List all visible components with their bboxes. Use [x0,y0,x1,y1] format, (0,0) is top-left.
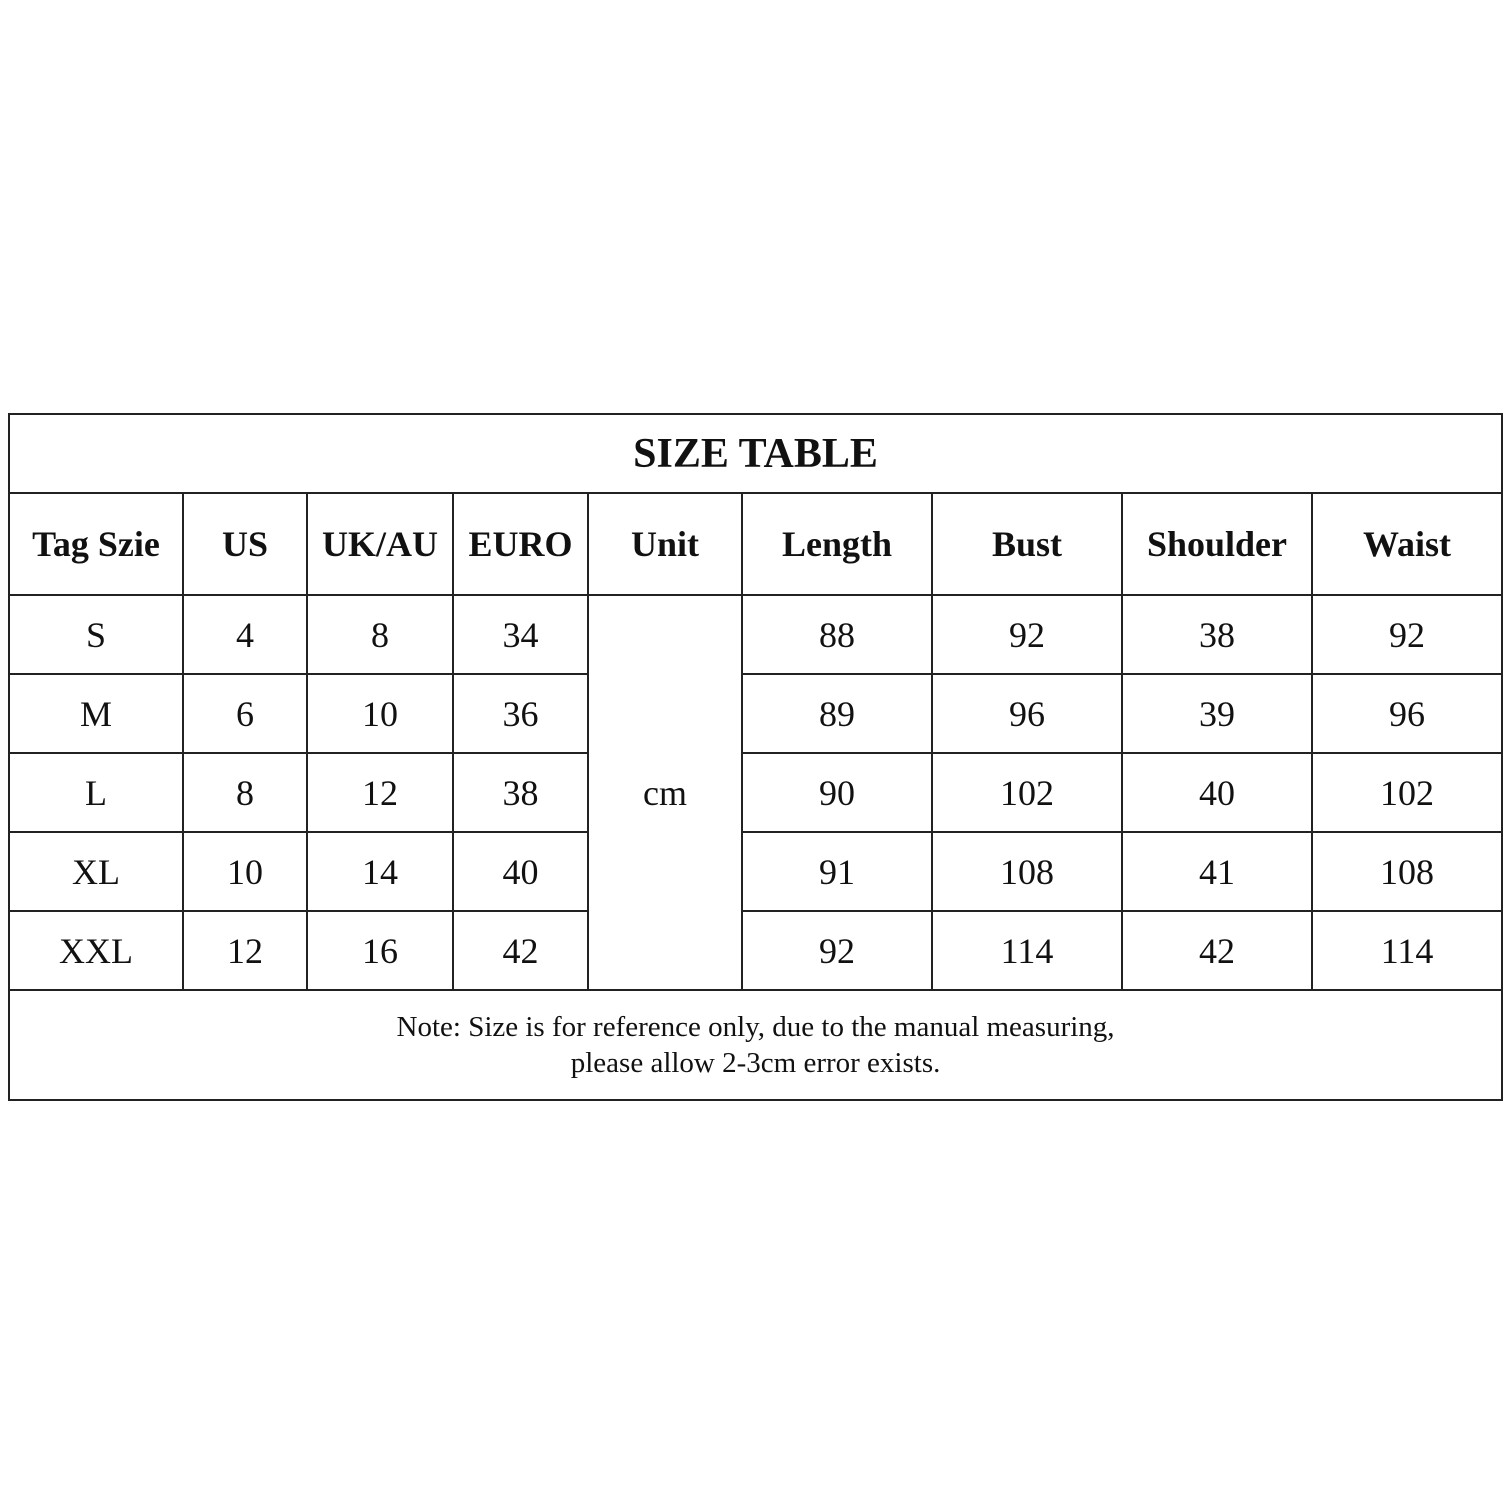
header-unit: Unit [587,492,743,596]
cell-euro: 34 [452,594,589,675]
cell-ukau: 12 [306,752,454,833]
cell-waist: 102 [1310,752,1504,833]
cell-shoulder: 41 [1121,831,1313,912]
cell-length: 92 [741,910,933,991]
header-shoulder: Shoulder [1121,492,1313,596]
note: Note: Size is for reference only, due to… [7,989,1504,1101]
cell-ukau: 14 [306,831,454,912]
cell-length: 88 [741,594,933,675]
cell-euro: 42 [452,910,589,991]
cell-shoulder: 38 [1121,594,1313,675]
cell-bust: 102 [931,752,1123,833]
cell-euro: 40 [452,831,589,912]
cell-bust: 114 [931,910,1123,991]
cell-ukau: 16 [306,910,454,991]
cell-ukau: 10 [306,673,454,754]
cell-bust: 96 [931,673,1123,754]
table-row: XL 10 14 40 91 108 41 108 [8,831,1504,912]
note-line-1: Note: Size is for reference only, due to… [396,1011,1115,1043]
cell-us: 4 [182,594,308,675]
cell-length: 90 [741,752,933,833]
header-waist: Waist [1310,492,1504,596]
cell-bust: 92 [931,594,1123,675]
cell-us: 8 [182,752,308,833]
cell-waist: 96 [1310,673,1504,754]
cell-length: 89 [741,673,933,754]
header-bust: Bust [931,492,1123,596]
cell-tag: XXL [8,910,184,991]
header-tag-size: Tag Szie [8,492,184,596]
cell-euro: 38 [452,752,589,833]
table-title: SIZE TABLE [7,413,1504,494]
table-row: S 4 8 34 cm 88 92 38 92 [8,594,1504,991]
cell-bust: 108 [931,831,1123,912]
cell-shoulder: 39 [1121,673,1313,754]
table-row: XXL 12 16 42 92 114 42 114 [8,910,1504,991]
cell-tag: XL [8,831,184,912]
header-row: Tag Szie US UK/AU EURO Unit Length Bust … [8,492,1504,596]
cell-tag: L [8,752,184,833]
cell-shoulder: 42 [1121,910,1313,991]
cell-waist: 114 [1310,910,1504,991]
cell-waist: 108 [1310,831,1504,912]
note-row: Note: Size is for reference only, due to… [7,989,1504,1101]
cell-length: 91 [741,831,933,912]
header-euro: EURO [452,492,589,596]
cell-us: 10 [182,831,308,912]
table-row: M 6 10 36 89 96 39 96 [8,673,1504,754]
cell-unit: cm [587,594,743,991]
cell-us: 12 [182,910,308,991]
cell-tag: S [8,594,184,675]
header-uk-au: UK/AU [306,492,454,596]
cell-ukau: 8 [306,594,454,675]
header-length: Length [741,492,933,596]
title-row: SIZE TABLE [7,413,1504,494]
note-line-2: please allow 2-3cm error exists. [570,1047,941,1079]
table-row: L 8 12 38 90 102 40 102 [8,752,1504,833]
header-us: US [182,492,308,596]
size-table: SIZE TABLE Tag Szie US UK/AU EURO Unit L… [7,413,1504,1101]
cell-us: 6 [182,673,308,754]
cell-waist: 92 [1310,594,1504,675]
cell-shoulder: 40 [1121,752,1313,833]
cell-tag: M [8,673,184,754]
cell-euro: 36 [452,673,589,754]
